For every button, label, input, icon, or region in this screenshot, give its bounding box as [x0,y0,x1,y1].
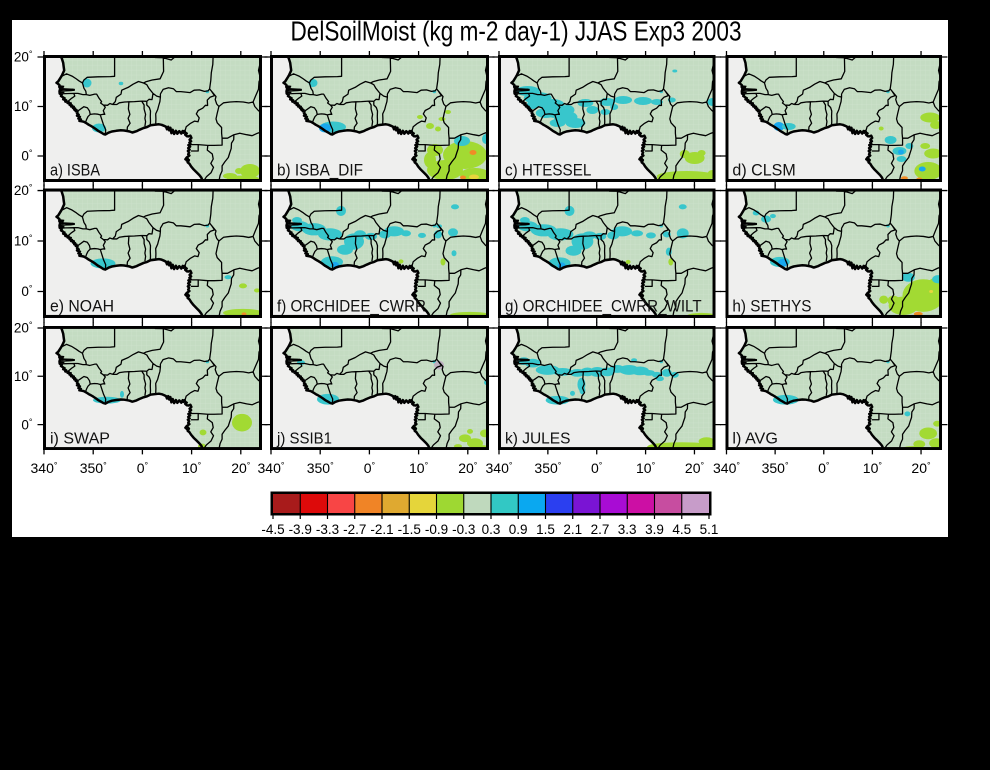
svg-text:0°: 0° [364,460,376,476]
svg-text:340°: 340° [258,460,285,476]
svg-text:DelSoilMoist (kg m-2 day-1) JJ: DelSoilMoist (kg m-2 day-1) JJAS Exp3 20… [291,16,742,47]
svg-text:0°: 0° [137,460,149,476]
svg-text:10°: 10° [863,460,883,476]
svg-text:340°: 340° [31,460,58,476]
svg-text:20°: 20° [685,460,705,476]
svg-text:0°: 0° [21,148,33,164]
svg-text:350°: 350° [762,460,789,476]
svg-text:20°: 20° [911,460,931,476]
svg-text:4.5: 4.5 [672,522,691,537]
svg-text:i) SWAP: i) SWAP [50,430,110,448]
svg-text:10°: 10° [182,460,202,476]
svg-text:5.1: 5.1 [700,522,719,537]
svg-text:10°: 10° [14,233,33,249]
svg-text:-4.5: -4.5 [261,522,284,537]
svg-text:f) ORCHIDEE_CWRR: f) ORCHIDEE_CWRR [277,296,426,315]
svg-text:a) ISBA: a) ISBA [50,162,100,180]
svg-text:2.7: 2.7 [591,522,610,537]
svg-text:-2.7: -2.7 [343,522,366,537]
svg-text:10°: 10° [636,460,656,476]
svg-text:20°: 20° [458,460,478,476]
svg-text:-3.9: -3.9 [289,522,312,537]
svg-text:10°: 10° [14,369,33,385]
svg-text:350°: 350° [534,460,561,476]
svg-text:d) CLSM: d) CLSM [732,161,795,179]
svg-text:10°: 10° [14,99,33,115]
svg-text:-2.1: -2.1 [370,522,393,537]
svg-text:3.3: 3.3 [618,522,637,537]
svg-text:10°: 10° [409,460,429,476]
svg-text:0°: 0° [21,417,33,433]
svg-text:0.9: 0.9 [509,522,528,537]
svg-text:340°: 340° [486,460,513,476]
svg-text:g) ORCHIDEE_CWRR_WILT: g) ORCHIDEE_CWRR_WILT [505,296,702,315]
svg-text:-0.3: -0.3 [452,522,475,537]
svg-text:20°: 20° [14,183,33,199]
svg-text:0°: 0° [591,460,603,476]
svg-text:e) NOAH: e) NOAH [50,296,114,315]
svg-text:0°: 0° [21,284,33,300]
svg-text:-1.5: -1.5 [398,522,421,537]
svg-text:-3.3: -3.3 [316,522,339,537]
svg-text:c) HTESSEL: c) HTESSEL [505,161,591,179]
svg-text:l) AVG: l) AVG [732,430,777,448]
svg-text:j) SSIB1: j) SSIB1 [276,430,332,448]
svg-text:340°: 340° [713,460,740,476]
svg-text:k) JULES: k) JULES [505,430,571,448]
svg-text:0°: 0° [818,460,830,476]
svg-text:350°: 350° [307,460,334,476]
svg-text:2.1: 2.1 [563,522,582,537]
svg-text:20°: 20° [14,49,33,64]
svg-text:20°: 20° [231,460,251,476]
svg-text:b) ISBA_DIF: b) ISBA_DIF [277,162,363,180]
svg-text:3.9: 3.9 [645,522,664,537]
svg-text:-0.9: -0.9 [425,522,448,537]
svg-text:0.3: 0.3 [482,522,501,537]
svg-text:20°: 20° [14,320,33,336]
svg-text:350°: 350° [80,460,107,476]
svg-text:h) SETHYS: h) SETHYS [732,296,811,315]
svg-text:1.5: 1.5 [536,522,555,537]
